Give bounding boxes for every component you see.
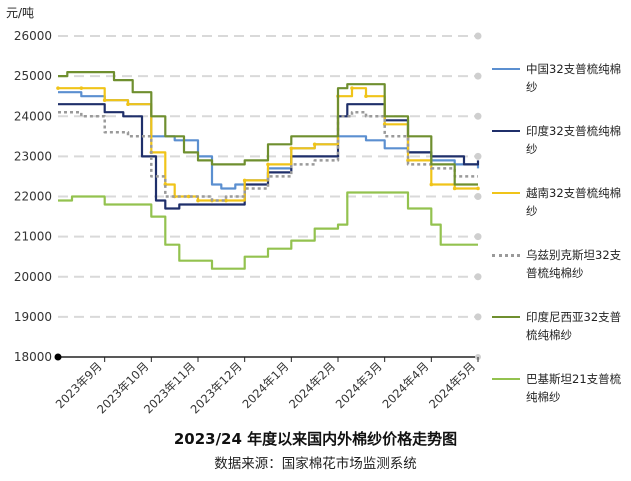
series-line-2	[58, 87, 478, 202]
y-tick-label: 23000	[14, 149, 52, 163]
legend-swatch	[492, 378, 520, 380]
x-tick-label: 2024年3月	[333, 359, 385, 411]
legend-item: 乌兹别克斯坦32支普梳纯棉纱	[492, 246, 627, 308]
gridline-end-dot	[474, 112, 482, 120]
gridline-end-dot	[474, 273, 482, 281]
legend-label: 印度尼西亚32支普梳纯棉纱	[526, 310, 622, 342]
series-marker	[406, 158, 410, 163]
gridline-end-dot	[474, 72, 482, 80]
x-tick-label: 2024年2月	[286, 359, 338, 411]
series-marker	[196, 198, 200, 203]
legend-item: 印度尼西亚32支普梳纯棉纱	[492, 308, 627, 370]
series-marker	[476, 186, 480, 191]
gridline-end-dot	[474, 152, 482, 160]
x-axis-origin-dot	[54, 353, 62, 361]
series-marker	[452, 186, 457, 191]
y-tick-label: 18000	[14, 350, 52, 364]
series-marker	[242, 178, 247, 183]
y-tick-label: 20000	[14, 270, 52, 284]
y-tick-label: 25000	[14, 69, 52, 83]
legend-label: 乌兹别克斯坦32支普梳纯棉纱	[526, 248, 622, 280]
series-marker	[429, 182, 434, 187]
legend-swatch	[492, 316, 520, 318]
series-marker	[312, 142, 317, 147]
series-marker	[186, 194, 191, 199]
y-tick-label: 26000	[14, 29, 52, 43]
chart-title: 2023/24 年度以来国内外棉纱价格走势图	[173, 430, 458, 448]
gridline-end-dot	[474, 193, 482, 200]
series-marker	[56, 86, 60, 90]
y-tick-label: 19000	[14, 310, 52, 324]
legend-swatch	[492, 68, 520, 70]
legend-label: 巴基斯坦21支普梳纯棉纱	[526, 372, 622, 404]
gridline-end-dot	[474, 32, 482, 40]
series-marker	[266, 162, 270, 167]
series-marker	[126, 102, 130, 107]
y-tick-label: 22000	[14, 190, 52, 204]
legend-item: 中国32支普梳纯棉纱	[492, 60, 627, 122]
series-marker	[224, 198, 228, 203]
series-marker	[350, 86, 354, 90]
legend-swatch	[492, 254, 520, 257]
series-marker	[364, 94, 368, 98]
y-axis-unit-label: 元/吨	[6, 6, 35, 20]
y-tick-label: 21000	[14, 230, 52, 244]
gridline-end-dot	[474, 233, 482, 241]
legend-label: 印度32支普梳纯棉纱	[526, 124, 622, 156]
x-tick-label: 2024年5月	[426, 359, 478, 411]
gridline-end-dot	[474, 313, 482, 321]
legend-swatch	[492, 192, 520, 194]
legend-label: 中国32支普梳纯棉纱	[526, 62, 622, 94]
legend-item: 印度32支普梳纯棉纱	[492, 122, 627, 184]
series-line-5	[58, 191, 478, 270]
legend-label: 越南32支普梳纯棉纱	[526, 186, 622, 218]
legend-swatch	[492, 130, 520, 132]
series-marker	[102, 98, 107, 102]
legend: 中国32支普梳纯棉纱 印度32支普梳纯棉纱 越南32支普梳纯棉纱 乌兹别克斯坦32支普…	[492, 60, 627, 432]
x-tick-label: 2024年4月	[379, 359, 431, 411]
chart-source: 数据来源：国家棉花市场监测系统	[214, 456, 417, 472]
series-line-4	[58, 71, 478, 186]
series-marker	[79, 86, 84, 90]
x-tick-label: 2024年1月	[239, 359, 291, 411]
series-marker	[289, 146, 294, 151]
legend-item: 巴基斯坦21支普梳纯棉纱	[492, 370, 627, 432]
legend-item: 越南32支普梳纯棉纱	[492, 184, 627, 246]
y-tick-label: 24000	[14, 109, 52, 123]
